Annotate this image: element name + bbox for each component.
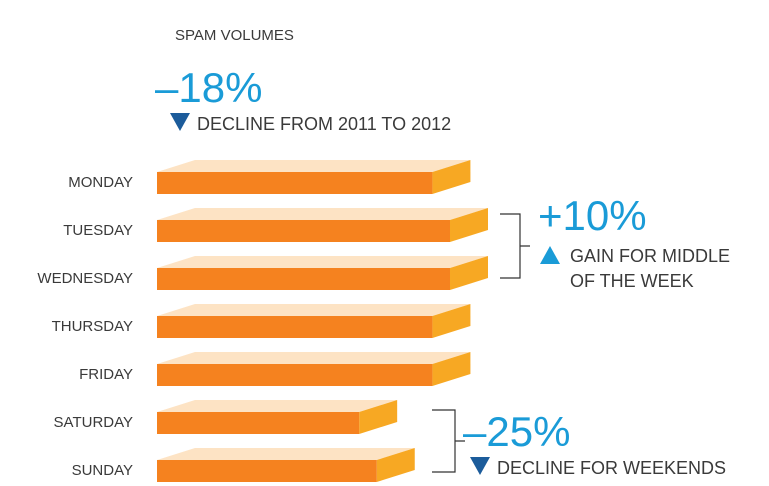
category-label: SATURDAY — [54, 414, 133, 431]
bar — [157, 364, 433, 386]
bar — [157, 316, 433, 338]
bar-side — [376, 448, 415, 482]
down-triangle — [170, 113, 190, 131]
up-triangle — [540, 246, 560, 264]
bar-top — [157, 256, 488, 268]
bar-side — [450, 208, 488, 242]
annotation-value: –25% — [463, 408, 570, 455]
bar-side — [432, 160, 471, 194]
annotation-value: +10% — [538, 192, 647, 239]
bar — [157, 220, 450, 242]
bar-side — [359, 400, 398, 434]
category-label: FRIDAY — [79, 366, 133, 383]
bracket — [432, 409, 465, 473]
category-label: THURSDAY — [52, 318, 133, 335]
annotation-text: OF THE WEEK — [570, 271, 694, 291]
category-label: MONDAY — [68, 174, 133, 191]
bar — [157, 172, 433, 194]
bar-top — [157, 304, 471, 316]
annotation-text: DECLINE FOR WEEKENDS — [497, 458, 726, 478]
bar-top — [157, 352, 471, 364]
category-label: TUESDAY — [63, 222, 133, 239]
bracket — [500, 213, 530, 279]
bar-side — [432, 304, 471, 338]
bar-side — [450, 256, 488, 290]
category-label: SUNDAY — [72, 462, 133, 479]
category-label: WEDNESDAY — [37, 270, 133, 287]
down-triangle — [470, 457, 490, 475]
bar-side — [432, 352, 471, 386]
bar-top — [157, 208, 488, 220]
bar — [157, 268, 450, 290]
annotation-value: –18% — [155, 64, 262, 111]
bar — [157, 460, 377, 482]
bar-top — [157, 448, 415, 460]
bar-top — [157, 400, 398, 412]
annotation-text: DECLINE FROM 2011 TO 2012 — [197, 114, 451, 134]
bar-top — [157, 160, 471, 172]
chart-title: SPAM VOLUMES — [175, 27, 294, 44]
bar — [157, 412, 360, 434]
annotation-text: GAIN FOR MIDDLE — [570, 246, 730, 266]
